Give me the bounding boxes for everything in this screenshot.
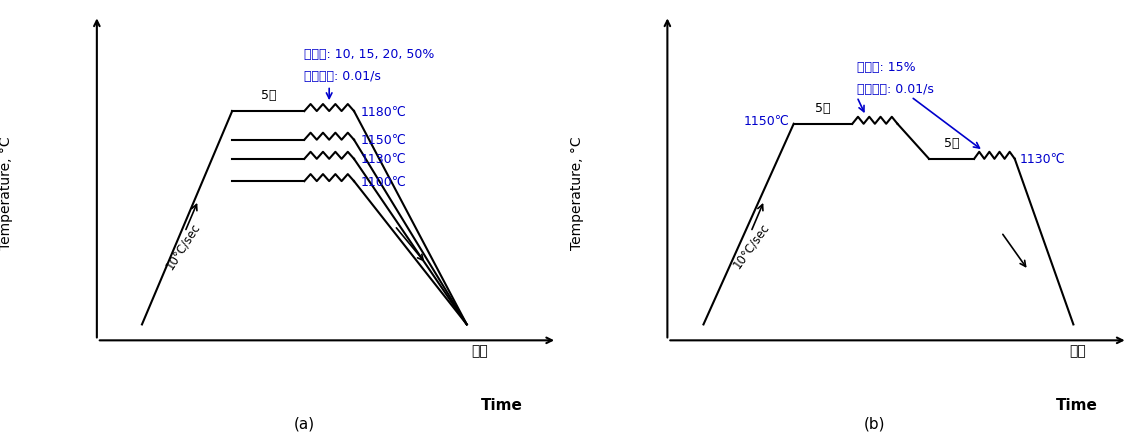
Text: (a): (a) xyxy=(294,416,315,431)
Text: 1150℃: 1150℃ xyxy=(360,134,406,147)
Text: 공냉: 공냉 xyxy=(1069,344,1086,358)
Text: 1180℃: 1180℃ xyxy=(360,105,406,118)
Text: 10°C/sec: 10°C/sec xyxy=(730,220,771,270)
Text: 변형속도: 0.01/s: 변형속도: 0.01/s xyxy=(856,83,933,96)
Text: Time: Time xyxy=(1056,397,1099,412)
Text: 10°C/sec: 10°C/sec xyxy=(163,220,202,271)
Text: 1150℃: 1150℃ xyxy=(744,115,789,128)
Text: (b): (b) xyxy=(864,416,885,431)
Text: 변형량: 10, 15, 20, 50%: 변형량: 10, 15, 20, 50% xyxy=(304,48,435,61)
Text: 1100℃: 1100℃ xyxy=(360,175,406,188)
Text: Temperature, °C: Temperature, °C xyxy=(569,136,584,250)
Text: 1130℃: 1130℃ xyxy=(360,153,406,166)
Text: Time: Time xyxy=(480,397,522,412)
Text: 5분: 5분 xyxy=(944,137,960,150)
Text: 5분: 5분 xyxy=(815,102,831,115)
Text: 1130℃: 1130℃ xyxy=(1019,153,1065,166)
Text: 공냉: 공냉 xyxy=(472,344,488,358)
Text: Temperature, °C: Temperature, °C xyxy=(0,136,14,250)
Text: 변형속도: 0.01/s: 변형속도: 0.01/s xyxy=(304,70,381,83)
Text: 변형량: 15%: 변형량: 15% xyxy=(856,61,915,74)
Text: 5분: 5분 xyxy=(261,89,276,102)
